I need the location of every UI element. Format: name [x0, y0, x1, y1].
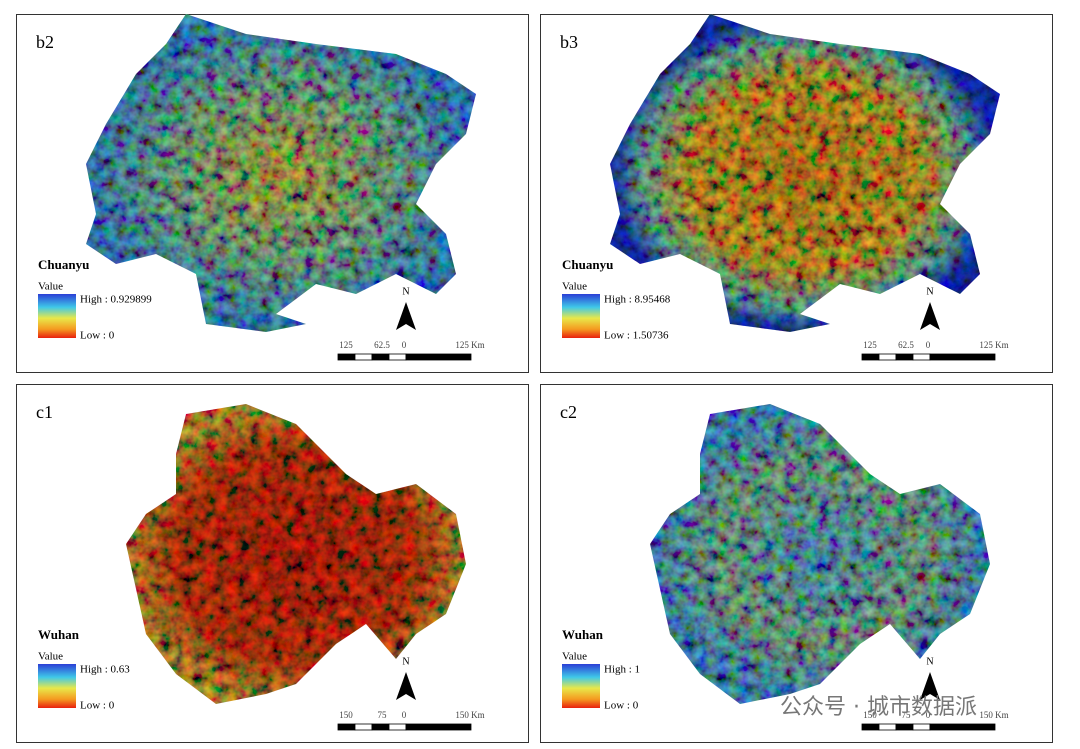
- scale-bar: [354, 353, 373, 361]
- north-arrow: [396, 672, 416, 700]
- north-arrow: [920, 302, 940, 330]
- watermark: 公众号 · 城市数据派: [780, 695, 977, 720]
- scale-label: 75: [378, 710, 388, 720]
- legend-title: Value: [38, 281, 63, 293]
- legend-colorbar: [38, 664, 76, 708]
- legend-title: Value: [562, 651, 587, 663]
- scale-bar: [912, 723, 931, 731]
- scale-bar: [388, 353, 407, 361]
- region-name: Wuhan: [562, 627, 604, 642]
- panel-label: b2: [36, 32, 54, 52]
- scale-label: 150 Km: [455, 710, 484, 720]
- legend-title: Value: [562, 281, 587, 293]
- region-name: Chuanyu: [562, 257, 613, 272]
- scale-bar: [929, 723, 996, 731]
- map-area: [86, 14, 476, 332]
- north-arrow: [920, 672, 940, 700]
- map-panel: b2 Chuanyu Value High : 0.929899 Low : 0 N 125…: [16, 14, 529, 373]
- map-panel: c1 Wuhan Value High : 0.63 Low : 0 N 150 75 0 150…: [16, 384, 529, 743]
- scale-bar: [861, 353, 880, 361]
- legend-colorbar: [562, 664, 600, 708]
- north-label: N: [926, 656, 933, 667]
- panel-label: b3: [560, 32, 578, 52]
- legend-low: Low : 0: [604, 700, 639, 712]
- scale-label: 62.5: [898, 340, 914, 350]
- scale-label: 125: [339, 340, 353, 350]
- scale-label: 0: [402, 710, 407, 720]
- legend-high: High : 0.929899: [80, 294, 152, 306]
- legend-title: Value: [38, 651, 63, 663]
- scale-bar: [354, 723, 373, 731]
- region-name: Chuanyu: [38, 257, 89, 272]
- panel-label: c2: [560, 402, 577, 422]
- legend-high: High : 0.63: [80, 664, 130, 676]
- scale-label: 62.5: [374, 340, 390, 350]
- legend-low: Low : 0: [80, 330, 115, 342]
- scale-label: 0: [402, 340, 407, 350]
- scale-bar: [878, 353, 897, 361]
- scale-bar: [861, 723, 880, 731]
- north-label: N: [926, 286, 933, 297]
- scale-bar: [371, 723, 390, 731]
- map-area: [126, 404, 466, 704]
- scale-label: 125 Km: [455, 340, 484, 350]
- legend-high: High : 8.95468: [604, 294, 671, 306]
- scale-bar: [895, 353, 914, 361]
- region-name: Wuhan: [38, 627, 80, 642]
- north-label: N: [402, 656, 409, 667]
- scale-bar: [337, 353, 356, 361]
- map-panel: c2 Wuhan Value High : 1 Low : 0 N 150 75 0 150 Km: [540, 384, 1053, 743]
- scale-bar: [895, 723, 914, 731]
- north-arrow: [396, 302, 416, 330]
- north-label: N: [402, 286, 409, 297]
- map-panel: b3 Chuanyu Value High : 8.95468 Low : 1.5073…: [540, 14, 1053, 373]
- scale-bar: [405, 723, 472, 731]
- scale-label: 125: [863, 340, 877, 350]
- scale-label: 0: [926, 340, 931, 350]
- scale-bar: [405, 353, 472, 361]
- scale-bar: [878, 723, 897, 731]
- scale-label: 125 Km: [979, 340, 1008, 350]
- scale-label: 150: [339, 710, 353, 720]
- legend-low: Low : 0: [80, 700, 115, 712]
- legend-high: High : 1: [604, 664, 640, 676]
- map-area: [610, 14, 1000, 332]
- scale-bar: [371, 353, 390, 361]
- map-area: [650, 404, 990, 704]
- legend-low: Low : 1.50736: [604, 330, 669, 342]
- scale-label: 75: [902, 710, 912, 720]
- scale-bar: [929, 353, 996, 361]
- scale-label: 150: [863, 710, 877, 720]
- scale-bar: [337, 723, 356, 731]
- scale-label: 150 Km: [979, 710, 1008, 720]
- scale-label: 0: [926, 710, 931, 720]
- scale-bar: [912, 353, 931, 361]
- scale-bar: [388, 723, 407, 731]
- legend-colorbar: [562, 294, 600, 338]
- panel-label: c1: [36, 402, 53, 422]
- legend-colorbar: [38, 294, 76, 338]
